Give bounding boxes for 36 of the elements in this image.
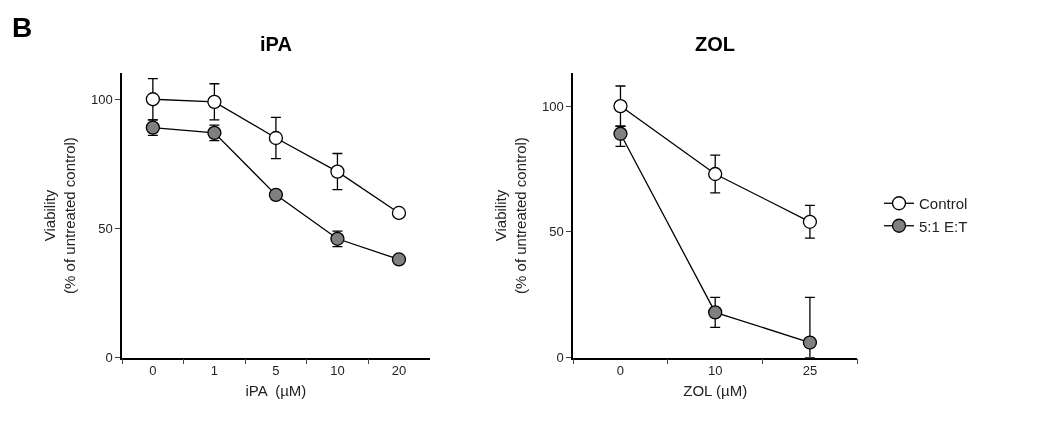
legend-label: Control: [919, 195, 968, 213]
y-axis-title: Viability (% of untreated control): [41, 137, 78, 294]
x-axis-title: ZOL (µM): [683, 381, 748, 399]
x-tick-label: 0: [149, 363, 157, 378]
legend-label: 5:1 E:T: [919, 217, 968, 235]
y-tick-label: 50: [549, 224, 564, 240]
text: B: [12, 12, 33, 43]
point: [708, 305, 723, 320]
point: [207, 94, 222, 109]
x-tick-label: 5: [272, 363, 280, 378]
point: [391, 252, 407, 267]
point: [268, 187, 284, 202]
point: [802, 335, 818, 350]
point: [145, 92, 161, 107]
x-tick-label: 1: [210, 363, 219, 378]
y-tick-label: 100: [91, 91, 113, 107]
y-tick-label: 100: [542, 98, 564, 114]
point: [613, 98, 628, 114]
x-tick-label: 25: [802, 363, 818, 378]
x-tick-label: 10: [707, 363, 723, 378]
point: [330, 164, 345, 179]
chart-title: iPA: [260, 33, 292, 55]
y-axis-title: Viability (% of untreated control): [492, 137, 529, 294]
point: [708, 166, 723, 182]
x-tick-label: 10: [330, 363, 345, 378]
y-tick-label: 0: [105, 350, 113, 366]
y-tick-label: 50: [98, 221, 113, 236]
x-tick-label: 20: [391, 363, 407, 378]
point: [613, 126, 628, 141]
point: [391, 205, 407, 221]
point: [802, 214, 818, 229]
x-axis-title: iPA (µM): [245, 381, 307, 399]
y-tick-label: 0: [556, 350, 564, 366]
point: [268, 130, 284, 146]
chart-title: ZOL: [695, 33, 735, 55]
x-tick-label: 0: [616, 363, 625, 378]
